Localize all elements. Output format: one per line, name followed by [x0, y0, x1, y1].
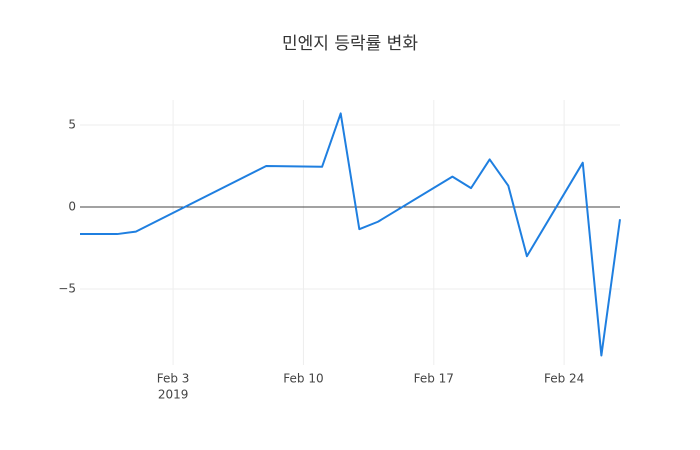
- y-tick-label: 5: [68, 117, 76, 131]
- y-tick-label: −5: [58, 282, 76, 296]
- x-tick-label: Feb 10: [283, 372, 323, 386]
- x-tick-label: Feb 17: [414, 372, 454, 386]
- x-tick-label: Feb 3: [157, 372, 190, 386]
- x-tick-label: Feb 24: [544, 372, 584, 386]
- line: [80, 112, 621, 357]
- y-tick-label: 0: [68, 199, 76, 213]
- x-year-label: 2019: [158, 388, 189, 402]
- chart-title: 민엔지 등락률 변화: [282, 34, 418, 54]
